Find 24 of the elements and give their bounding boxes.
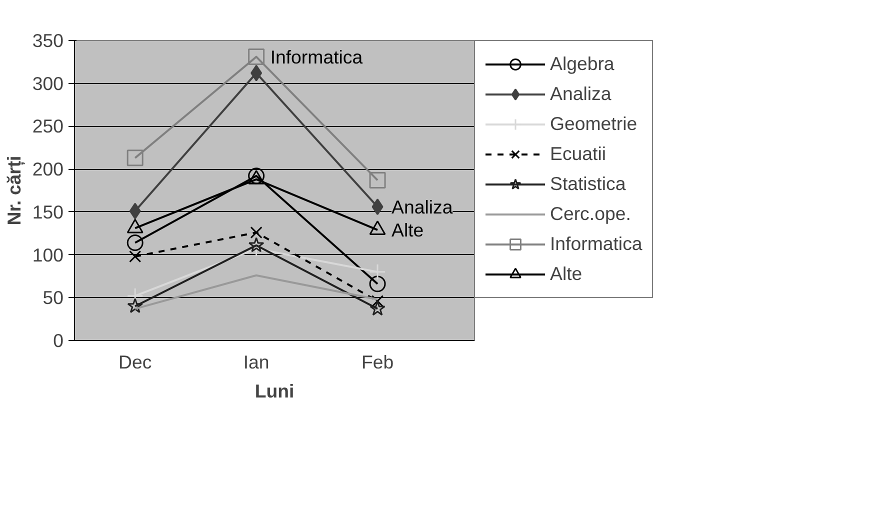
y-tick-label: 50 [42, 287, 64, 308]
legend-label: Analiza [550, 83, 612, 105]
legend-label: Informatica [550, 233, 642, 255]
y-tick-label: 200 [32, 158, 64, 180]
y-tick-label: 250 [32, 116, 64, 137]
legend-label: Alte [550, 263, 582, 285]
legend-label: Algebra [550, 53, 614, 75]
legend-label: Statistica [550, 173, 626, 195]
annotation: Informatica [270, 46, 364, 68]
legend-label: Ecuatii [550, 143, 606, 165]
x-axis-title: Luni [254, 380, 294, 402]
legend-label: Geometrie [550, 113, 638, 135]
y-axis-title: Nr. cărți [3, 156, 26, 226]
y-tick-label: 350 [32, 30, 64, 51]
legend-label: Cerc.ope. [550, 203, 631, 225]
x-tick-label: Ian [243, 352, 270, 372]
x-tick-label: Dec [118, 352, 152, 372]
y-tick-label: 150 [32, 201, 64, 222]
y-tick-label: 0 [53, 330, 64, 351]
annotation: Analiza [392, 196, 454, 218]
annotation: Alte [392, 219, 424, 240]
x-tick-label: Feb [361, 352, 394, 372]
y-tick-label: 100 [32, 244, 64, 266]
y-tick-label: 300 [32, 72, 64, 94]
